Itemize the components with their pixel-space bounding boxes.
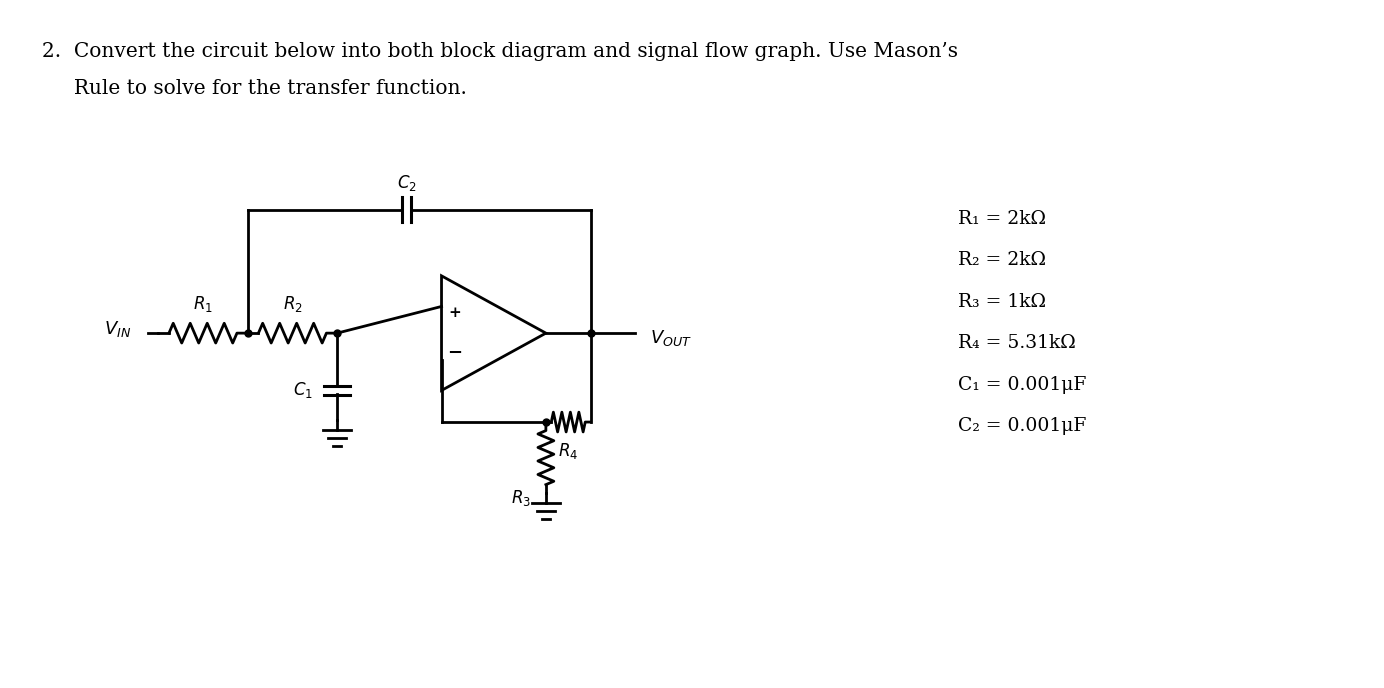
Text: 2.  Convert the circuit below into both block diagram and signal flow graph. Use: 2. Convert the circuit below into both b… [42,42,958,61]
Text: R₄ = 5.31kΩ: R₄ = 5.31kΩ [958,334,1077,352]
Text: C₂ = 0.001μF: C₂ = 0.001μF [958,417,1086,435]
Text: $R_2$: $R_2$ [282,294,302,314]
Text: R₃ = 1kΩ: R₃ = 1kΩ [958,292,1046,310]
Text: $R_3$: $R_3$ [511,488,531,508]
Text: $C_1$: $C_1$ [293,380,313,400]
Text: −: − [447,344,462,362]
Text: $R_4$: $R_4$ [558,441,579,461]
Text: $R_1$: $R_1$ [192,294,213,314]
Text: C₁ = 0.001μF: C₁ = 0.001μF [958,376,1086,394]
Text: $V_{IN}$: $V_{IN}$ [104,319,130,339]
Text: +: + [448,306,461,321]
Text: Rule to solve for the transfer function.: Rule to solve for the transfer function. [42,79,466,98]
Text: $V_{OUT}$: $V_{OUT}$ [650,328,692,348]
Text: $C_2$: $C_2$ [397,173,417,193]
Text: R₁ = 2kΩ: R₁ = 2kΩ [958,210,1046,228]
Text: R₂ = 2kΩ: R₂ = 2kΩ [958,251,1046,269]
